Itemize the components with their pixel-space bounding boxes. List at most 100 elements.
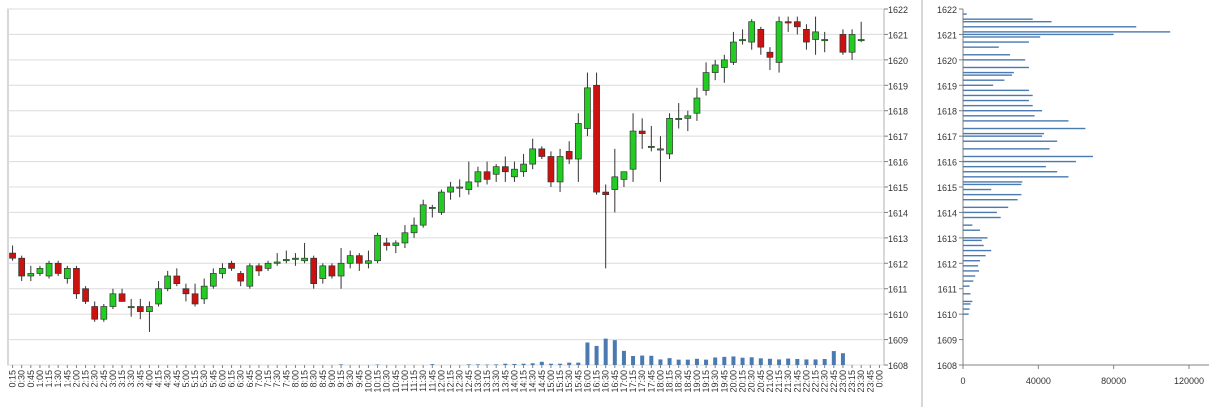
- candle-body: [839, 34, 847, 53]
- profile-bar: [963, 188, 992, 191]
- price-tick-label: 1622: [888, 5, 908, 15]
- candle-body: [620, 171, 628, 180]
- time-tick-label: 13:00: [473, 370, 483, 393]
- profile-bar: [963, 135, 1043, 137]
- volume-bar: [777, 359, 782, 365]
- candle-body: [602, 191, 610, 195]
- profile-bar: [963, 216, 1001, 219]
- time-tick-label: 16:00: [582, 370, 592, 393]
- profile-bar: [963, 115, 1035, 117]
- profile-bar: [963, 33, 1114, 36]
- volume-bar: [840, 353, 845, 365]
- time-tick-label: 23:45: [865, 370, 875, 393]
- time-tick-label: 6:00: [217, 370, 227, 388]
- profile-bar: [963, 313, 969, 315]
- profile-bar: [963, 300, 973, 303]
- time-tick-label: 22:15: [811, 370, 821, 393]
- candle-body: [793, 21, 801, 28]
- profile-bar: [963, 104, 1033, 107]
- volume-bar: [430, 364, 435, 365]
- profile-bar: [963, 21, 1052, 23]
- candle-body: [784, 21, 792, 24]
- candle-body: [355, 255, 363, 264]
- candle-body: [720, 59, 728, 68]
- volume-bar: [658, 359, 663, 365]
- volume-bar: [649, 355, 654, 365]
- volume-bar: [503, 363, 508, 365]
- time-tick-label: 22:30: [820, 370, 830, 393]
- volume-bar: [612, 340, 617, 365]
- volume-bar: [567, 362, 572, 365]
- time-tick-label: 9:30: [345, 370, 355, 388]
- candle-body: [301, 257, 308, 262]
- profile-bar: [963, 99, 1029, 102]
- time-tick-label: 12:30: [455, 370, 465, 393]
- candle-body: [821, 39, 829, 42]
- time-tick-label: 19:30: [710, 370, 720, 393]
- time-tick-label: 2:15: [81, 370, 91, 388]
- profile-bar: [963, 59, 1026, 61]
- time-tick-label: 2:00: [71, 370, 81, 388]
- candle-body: [428, 206, 436, 209]
- profile-bar: [963, 18, 1033, 20]
- volume-bar: [722, 356, 727, 365]
- candle-body: [246, 265, 254, 287]
- time-tick-label: 3:00: [108, 370, 118, 388]
- time-tick-label: 9:00: [327, 370, 337, 388]
- volume-bar: [494, 364, 499, 365]
- profile-bar: [963, 66, 1029, 69]
- time-tick-label: 12:00: [436, 370, 446, 393]
- time-tick-label: 12:15: [446, 370, 456, 393]
- candle-body: [584, 87, 591, 129]
- price-tick-label: 1617: [888, 132, 908, 142]
- profile-bar: [963, 193, 1022, 196]
- time-tick-label: 11:00: [400, 370, 410, 392]
- profile-price-tick-label: 1619: [937, 81, 957, 91]
- profile-bar: [963, 211, 997, 214]
- price-tick-label: 1615: [888, 183, 908, 193]
- candle-body: [775, 21, 783, 63]
- time-tick-label: 18:30: [674, 370, 684, 393]
- candle-body: [693, 97, 701, 114]
- profile-price-tick-label: 1612: [937, 259, 957, 269]
- price-tick-label: 1612: [888, 259, 908, 269]
- time-tick-label: 15:30: [564, 370, 574, 393]
- time-tick-label: 23:15: [847, 370, 857, 393]
- volume-bar: [685, 359, 690, 365]
- time-tick-label: 6:30: [236, 370, 246, 388]
- time-tick-label: 10:45: [391, 370, 401, 393]
- volume-bar: [548, 363, 553, 365]
- profile-price-tick-label: 1617: [937, 132, 957, 142]
- time-tick-label: 15:00: [546, 370, 556, 393]
- candle-body: [328, 265, 336, 277]
- volume-bar: [713, 357, 718, 365]
- candle-body: [474, 171, 482, 183]
- profile-bar: [963, 224, 973, 226]
- profile-plot-area: [963, 9, 1209, 365]
- time-tick-label: 2:30: [90, 370, 100, 388]
- volume-bar: [621, 350, 626, 365]
- price-tick-label: 1610: [888, 310, 908, 320]
- time-tick-label: 21:15: [774, 370, 784, 393]
- time-tick-label: 11:15: [409, 370, 419, 392]
- time-tick-label: 11:30: [418, 370, 428, 392]
- candle-body: [146, 306, 153, 312]
- candle-body: [346, 255, 354, 264]
- profile-bar: [963, 36, 1041, 38]
- profile-bar: [963, 155, 1093, 158]
- profile-price-tick-label: 1622: [937, 5, 957, 15]
- volume-bar: [339, 364, 344, 365]
- candle-body: [164, 275, 172, 290]
- candle-body: [237, 273, 245, 282]
- candle-body: [492, 166, 500, 175]
- time-tick-label: 1:45: [62, 370, 72, 388]
- time-tick-label: 1:00: [35, 370, 45, 388]
- volume-bar: [749, 357, 754, 365]
- time-tick-label: 19:15: [701, 370, 711, 393]
- candle-body: [803, 28, 810, 43]
- candle-body: [812, 31, 819, 40]
- time-tick-label: 8:30: [309, 370, 319, 388]
- profile-price-tick-label: 1609: [937, 336, 957, 346]
- candle-body: [127, 306, 135, 309]
